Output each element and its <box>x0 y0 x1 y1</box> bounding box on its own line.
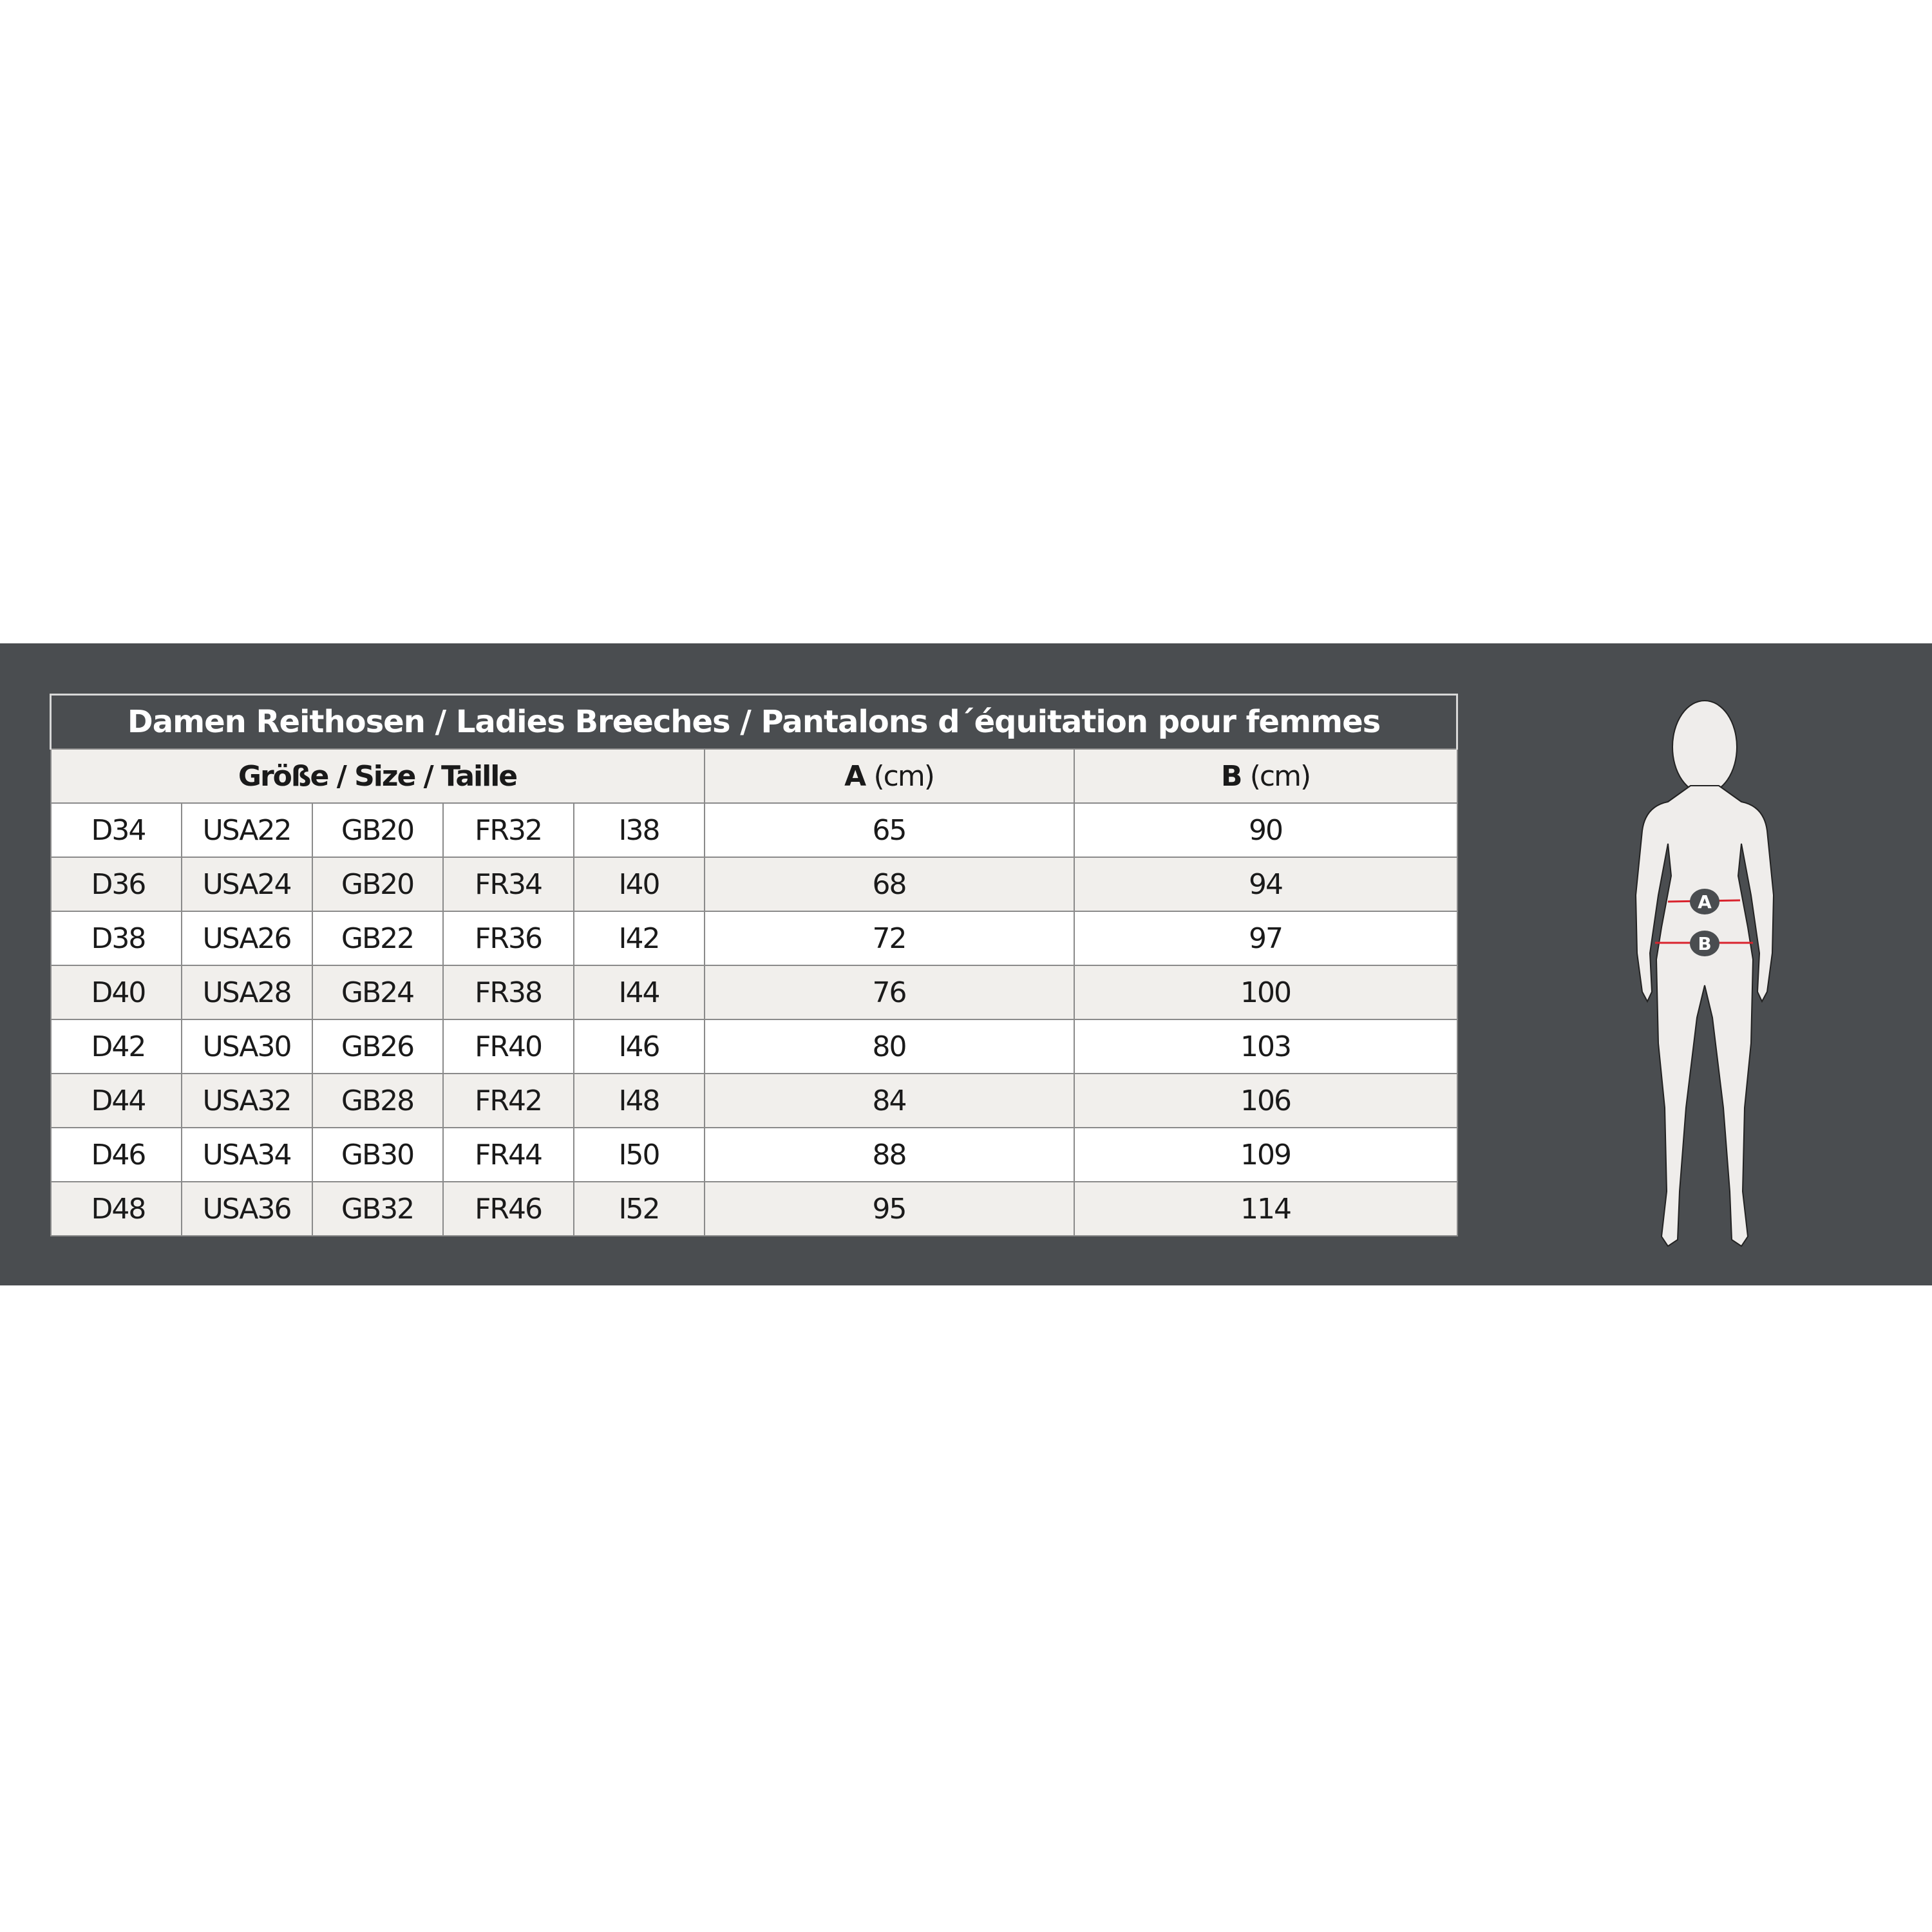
size-gb-cell: GB32 <box>311 1181 444 1236</box>
size-usa-cell: USA34 <box>180 1127 313 1182</box>
figure-head <box>1672 700 1738 794</box>
size-fr-cell: FR34 <box>442 857 574 912</box>
measure-a-cell: 84 <box>703 1073 1075 1128</box>
size-fr-cell: FR32 <box>442 802 574 858</box>
b-letter: B <box>1220 759 1243 793</box>
size-fr-cell: FR40 <box>442 1019 574 1074</box>
size-it-cell: I40 <box>573 857 705 912</box>
size-it-cell: I44 <box>573 965 705 1020</box>
size-it-cell: I42 <box>573 911 705 966</box>
measure-a-cell: 68 <box>703 857 1075 912</box>
size-it-cell: I46 <box>573 1019 705 1074</box>
measure-a-cell: 80 <box>703 1019 1075 1074</box>
size-usa-cell: USA30 <box>180 1019 313 1074</box>
measure-a-cell: 95 <box>703 1181 1075 1236</box>
measure-a-cell: 88 <box>703 1127 1075 1182</box>
size-usa-cell: USA22 <box>180 802 313 858</box>
marker-a-circle <box>1690 889 1719 914</box>
figure-body <box>1634 785 1775 1247</box>
b-unit: (cm) <box>1249 759 1311 793</box>
size-de-cell: D46 <box>50 1127 182 1182</box>
body-figure: A B <box>1634 700 1775 1247</box>
measure-a-cell: 76 <box>703 965 1075 1020</box>
a-header: A (cm) <box>703 748 1075 804</box>
size-usa-cell: USA36 <box>180 1181 313 1236</box>
size-usa-cell: USA24 <box>180 857 313 912</box>
size-gb-cell: GB30 <box>311 1127 444 1182</box>
size-de-cell: D38 <box>50 911 182 966</box>
table-row: D36 USA24 GB20 FR34 I40 68 94 <box>50 857 1458 912</box>
table-row: D40 USA28 GB24 FR38 I44 76 100 <box>50 965 1458 1020</box>
size-fr-cell: FR44 <box>442 1127 574 1182</box>
measure-a-cell: 72 <box>703 911 1075 966</box>
measure-b-cell: 109 <box>1073 1127 1458 1182</box>
a-unit: (cm) <box>873 759 935 793</box>
size-fr-cell: FR36 <box>442 911 574 966</box>
size-de-cell: D36 <box>50 857 182 912</box>
table-title: Damen Reithosen / Ladies Breeches / Pant… <box>49 694 1459 750</box>
size-it-cell: I38 <box>573 802 705 858</box>
size-it-cell: I50 <box>573 1127 705 1182</box>
size-gb-cell: GB22 <box>311 911 444 966</box>
size-de-cell: D48 <box>50 1181 182 1236</box>
size-gb-cell: GB20 <box>311 857 444 912</box>
marker-a-label: A <box>1698 891 1712 913</box>
measure-b-cell: 97 <box>1073 911 1458 966</box>
size-usa-cell: USA28 <box>180 965 313 1020</box>
table-row: D38 USA26 GB22 FR36 I42 72 97 <box>50 911 1458 966</box>
table-row: D46 USA34 GB30 FR44 I50 88 109 <box>50 1127 1458 1182</box>
measure-a-cell: 65 <box>703 802 1075 858</box>
size-fr-cell: FR42 <box>442 1073 574 1128</box>
marker-b-circle <box>1690 931 1719 956</box>
size-gb-cell: GB26 <box>311 1019 444 1074</box>
size-fr-cell: FR38 <box>442 965 574 1020</box>
size-gb-cell: GB24 <box>311 965 444 1020</box>
size-it-cell: I48 <box>573 1073 705 1128</box>
size-gb-cell: GB20 <box>311 802 444 858</box>
size-header: Größe / Size / Taille <box>50 748 705 804</box>
measure-b-cell: 94 <box>1073 857 1458 912</box>
size-de-cell: D42 <box>50 1019 182 1074</box>
size-de-cell: D40 <box>50 965 182 1020</box>
size-fr-cell: FR46 <box>442 1181 574 1236</box>
measure-b-cell: 103 <box>1073 1019 1458 1074</box>
b-header: B (cm) <box>1073 748 1458 804</box>
size-it-cell: I52 <box>573 1181 705 1236</box>
marker-b-label: B <box>1698 933 1711 954</box>
table-row: D44 USA32 GB28 FR42 I48 84 106 <box>50 1073 1458 1128</box>
measure-b-cell: 114 <box>1073 1181 1458 1236</box>
size-de-cell: D44 <box>50 1073 182 1128</box>
size-gb-cell: GB28 <box>311 1073 444 1128</box>
a-letter: A <box>844 759 866 793</box>
size-usa-cell: USA26 <box>180 911 313 966</box>
size-usa-cell: USA32 <box>180 1073 313 1128</box>
table-row: D48 USA36 GB32 FR46 I52 95 114 <box>50 1181 1458 1236</box>
size-chart-table: Damen Reithosen / Ladies Breeches / Pant… <box>49 694 1459 1236</box>
measure-b-cell: 90 <box>1073 802 1458 858</box>
size-de-cell: D34 <box>50 802 182 858</box>
table-row: D42 USA30 GB26 FR40 I46 80 103 <box>50 1019 1458 1074</box>
measure-b-cell: 100 <box>1073 965 1458 1020</box>
measure-b-cell: 106 <box>1073 1073 1458 1128</box>
table-row: D34 USA22 GB20 FR32 I38 65 90 <box>50 802 1458 858</box>
